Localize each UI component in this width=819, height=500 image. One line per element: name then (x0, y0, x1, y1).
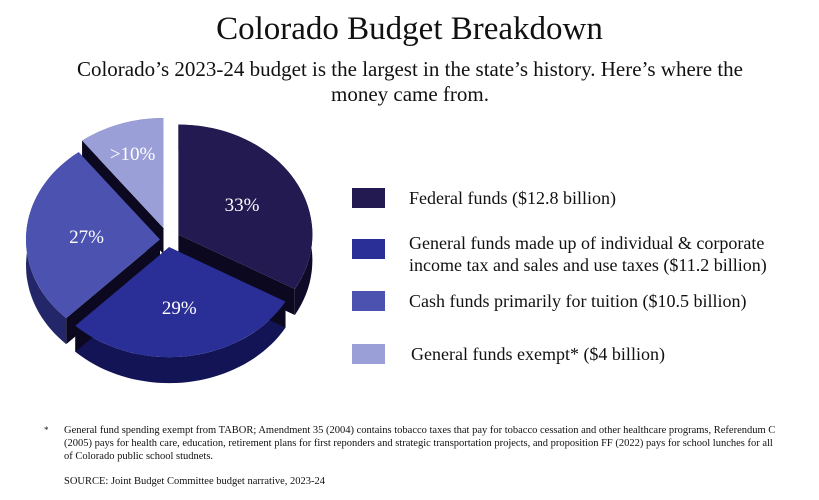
legend-swatch (352, 188, 385, 208)
legend-label: Federal funds ($12.8 billion) (409, 188, 616, 208)
legend-label: General funds exempt* ($4 billion) (411, 344, 665, 364)
legend-label: General funds made up of individual & co… (409, 233, 767, 275)
pie-slice-side-general-funds (75, 301, 286, 384)
pie-slice-general-exempt (82, 118, 164, 229)
chart-subtitle: Colorado’s 2023-24 budget is the largest… (76, 57, 744, 106)
source-note: SOURCE: Joint Budget Committee budget na… (64, 476, 326, 487)
legend-label: Cash funds primarily for tuition ($10.5 … (409, 291, 747, 311)
legend-swatch (352, 239, 385, 259)
pie-label-cash-funds: 27% (69, 227, 104, 248)
legend-item-cash-funds: Cash funds primarily for tuition ($10.5 … (352, 290, 809, 312)
footnote: General fund spending exempt from TABOR;… (64, 425, 776, 462)
pie-slice-federal (178, 124, 313, 290)
pie-chart: 33% 29% 27% >10% (26, 118, 313, 384)
legend-item-general-funds: General funds made up of individual & co… (352, 232, 809, 276)
pie-label-federal: 33% (225, 195, 260, 216)
pie-label-general-exempt: >10% (110, 144, 156, 165)
legend-swatch (352, 344, 385, 364)
legend-swatch (352, 291, 385, 311)
footnote-mark: * (44, 425, 49, 435)
pie-label-general-funds: 29% (162, 298, 197, 319)
legend-item-federal: Federal funds ($12.8 billion) (352, 187, 809, 209)
pie-slice-general-funds (75, 247, 286, 358)
chart-title: Colorado Budget Breakdown (216, 11, 603, 47)
pie-slice-cash-funds (26, 152, 161, 319)
legend-item-general-exempt: General funds exempt* ($4 billion) (352, 343, 811, 365)
